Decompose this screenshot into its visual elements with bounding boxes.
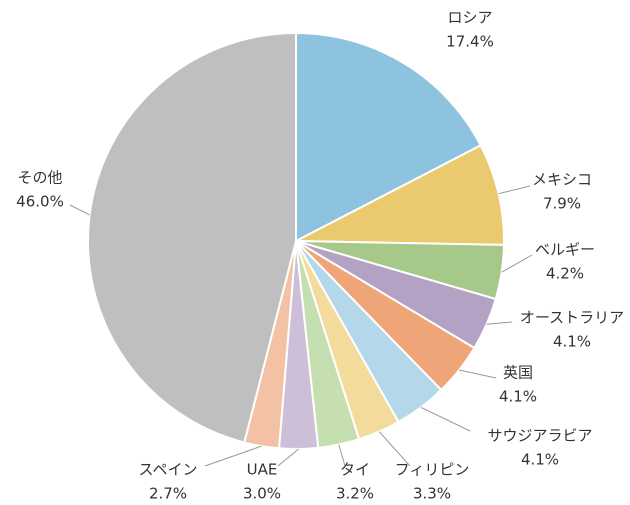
- slice-label: タイ: [340, 461, 370, 479]
- leader-line: [486, 321, 513, 325]
- slice-label: フィリピン: [395, 461, 470, 479]
- slice-label: 英国: [503, 364, 533, 382]
- leader-line: [459, 369, 497, 379]
- slice-value-label: 4.1%: [553, 333, 591, 351]
- slice-value-label: 46.0%: [16, 193, 64, 211]
- leader-line: [378, 431, 411, 467]
- slice-label: その他: [17, 169, 62, 187]
- leader-line: [69, 204, 90, 216]
- leader-line: [498, 185, 531, 195]
- slice-label: サウジアラビア: [487, 427, 592, 445]
- slice-label: メキシコ: [532, 171, 592, 189]
- leader-line: [338, 444, 346, 467]
- slice-label: UAE: [247, 461, 278, 479]
- pie-slice: [87, 31, 297, 444]
- slice-value-label: 4.2%: [546, 265, 584, 283]
- slice-value-label: 17.4%: [446, 33, 494, 51]
- slice-label: ロシア: [447, 9, 492, 27]
- slice-label: オーストラリア: [520, 309, 624, 327]
- slice-value-label: 3.0%: [243, 485, 281, 503]
- pie-slice: [295, 144, 505, 246]
- slice-value-label: 3.2%: [336, 485, 374, 503]
- slice-value-label: 4.1%: [499, 388, 537, 406]
- slice-value-label: 2.7%: [149, 485, 187, 503]
- leader-line: [277, 448, 299, 467]
- slice-value-label: 4.1%: [521, 451, 559, 469]
- pie-slice: [295, 31, 483, 243]
- slice-label: ベルギー: [535, 241, 595, 259]
- slice-label: スペイン: [139, 461, 198, 479]
- leader-line: [204, 445, 262, 467]
- slice-value-label: 3.3%: [413, 485, 451, 503]
- slice-value-label: 7.9%: [543, 195, 581, 213]
- leader-line: [420, 406, 471, 432]
- leader-line: [501, 254, 533, 273]
